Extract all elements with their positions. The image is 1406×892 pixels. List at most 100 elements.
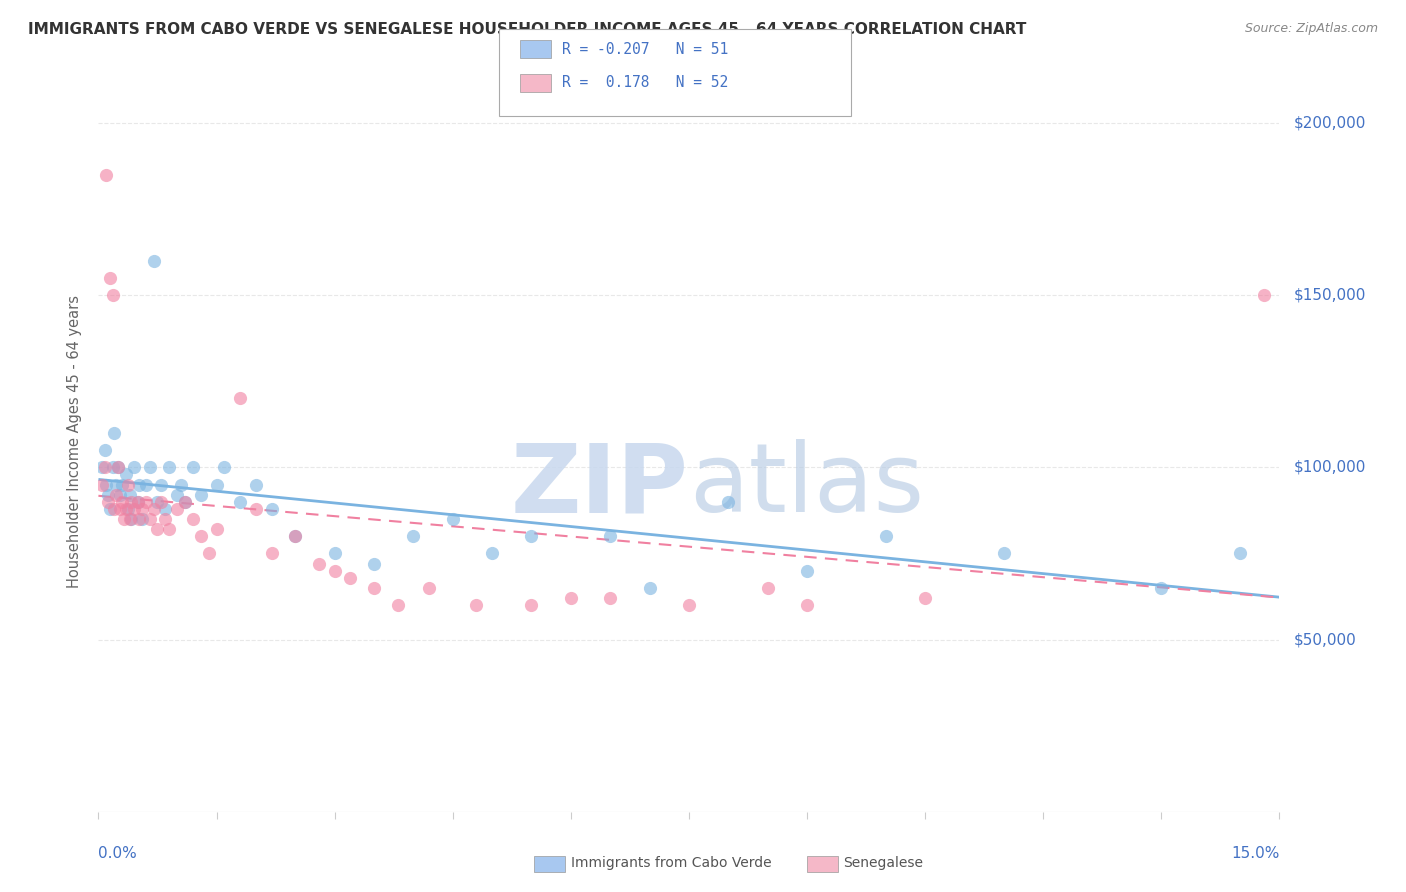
Point <box>115 501 138 516</box>
Point <box>111 495 134 509</box>
Point <box>363 581 385 595</box>
Point <box>127 495 149 509</box>
Point <box>441 512 464 526</box>
Text: 0.0%: 0.0% <box>98 847 138 862</box>
Point <box>107 460 129 475</box>
Point <box>115 467 138 482</box>
Point <box>96 168 118 182</box>
Point <box>107 460 129 475</box>
Point <box>190 488 212 502</box>
Point <box>205 477 228 491</box>
Point <box>323 546 346 560</box>
Text: $100,000: $100,000 <box>1294 460 1365 475</box>
Text: R = -0.207   N = 51: R = -0.207 N = 51 <box>562 42 728 56</box>
Text: 15.0%: 15.0% <box>1232 847 1279 862</box>
Point <box>91 460 114 475</box>
Point <box>205 522 228 536</box>
Point <box>875 529 897 543</box>
Point <box>402 529 425 543</box>
Point <box>103 425 125 440</box>
Point <box>155 512 177 526</box>
Point <box>97 488 120 502</box>
Point <box>214 460 236 475</box>
Point <box>339 570 361 584</box>
Point <box>91 477 114 491</box>
Point <box>599 529 621 543</box>
Point <box>117 501 139 516</box>
Point <box>796 598 818 612</box>
Point <box>181 460 204 475</box>
Text: $50,000: $50,000 <box>1294 632 1357 647</box>
Point <box>112 512 135 526</box>
Point <box>914 591 936 606</box>
Point <box>150 477 173 491</box>
Point <box>166 488 188 502</box>
Text: IMMIGRANTS FROM CABO VERDE VS SENEGALESE HOUSEHOLDER INCOME AGES 45 - 64 YEARS C: IMMIGRANTS FROM CABO VERDE VS SENEGALESE… <box>28 22 1026 37</box>
Point <box>520 529 543 543</box>
Point <box>638 581 661 595</box>
Point <box>190 529 212 543</box>
Point <box>387 598 409 612</box>
Point <box>756 581 779 595</box>
Point <box>98 271 121 285</box>
Point <box>142 253 165 268</box>
Point <box>121 512 143 526</box>
Point <box>117 477 139 491</box>
Point <box>993 546 1015 560</box>
Point <box>284 529 307 543</box>
Point <box>157 460 180 475</box>
Point <box>118 488 141 502</box>
Y-axis label: Householder Income Ages 45 - 64 years: Householder Income Ages 45 - 64 years <box>67 295 83 588</box>
Point <box>128 477 150 491</box>
Point <box>1229 546 1251 560</box>
Point <box>96 477 118 491</box>
Text: $200,000: $200,000 <box>1294 115 1365 130</box>
Point <box>520 598 543 612</box>
Point <box>229 392 252 406</box>
Point <box>122 460 145 475</box>
Point <box>110 488 132 502</box>
Point <box>717 495 740 509</box>
Point <box>122 501 145 516</box>
Point <box>197 546 219 560</box>
Text: R =  0.178   N = 52: R = 0.178 N = 52 <box>562 76 728 90</box>
Text: Senegalese: Senegalese <box>844 856 924 871</box>
Point <box>97 495 120 509</box>
Point <box>128 512 150 526</box>
Point <box>174 495 197 509</box>
Point <box>166 501 188 516</box>
Point <box>308 557 330 571</box>
Point <box>284 529 307 543</box>
Text: $150,000: $150,000 <box>1294 288 1365 302</box>
Point <box>363 557 385 571</box>
Point <box>245 477 267 491</box>
Point <box>150 495 173 509</box>
Point <box>131 501 153 516</box>
Point <box>138 512 160 526</box>
Point <box>104 477 127 491</box>
Point <box>181 512 204 526</box>
Point <box>131 512 153 526</box>
Point <box>111 477 134 491</box>
Point <box>560 591 582 606</box>
Point <box>121 495 143 509</box>
Point <box>146 522 169 536</box>
Point <box>323 564 346 578</box>
Point <box>142 501 165 516</box>
Point <box>104 488 127 502</box>
Point <box>93 443 115 458</box>
Point <box>260 501 283 516</box>
Point <box>174 495 197 509</box>
Text: Source: ZipAtlas.com: Source: ZipAtlas.com <box>1244 22 1378 36</box>
Point <box>678 598 700 612</box>
Point <box>93 460 115 475</box>
Point <box>157 522 180 536</box>
Point <box>245 501 267 516</box>
Point <box>796 564 818 578</box>
Point <box>481 546 503 560</box>
Point <box>135 477 157 491</box>
Point <box>1150 581 1173 595</box>
Point <box>138 460 160 475</box>
Text: ZIP: ZIP <box>510 440 689 533</box>
Point <box>146 495 169 509</box>
